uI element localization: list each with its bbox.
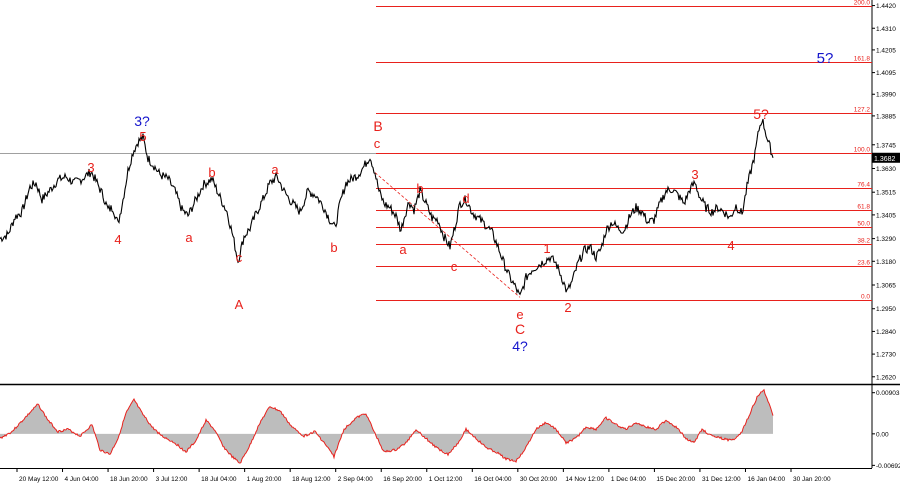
wave-label: a xyxy=(399,242,407,257)
wave-label: 4? xyxy=(512,338,528,354)
wave-labels: 3?5 3 4 a b c Aa b Bc a b c d eC4? 1 2 3 4 5? 5? xyxy=(87,50,833,354)
wave-label: A xyxy=(235,297,244,312)
time-tick-label: 16 Oct 04:00 xyxy=(474,476,512,483)
fib-level-label: 161.8 xyxy=(854,56,871,63)
time-tick-label: 1 Oct 12:00 xyxy=(429,476,463,483)
price-tick-label: 1.3515 xyxy=(876,190,896,197)
chart-frame xyxy=(0,0,900,469)
wave-label: a xyxy=(271,162,279,177)
price-tick-label: 1.3290 xyxy=(876,236,896,243)
oscillator-histogram xyxy=(0,390,773,464)
price-tick-label: 1.4310 xyxy=(876,26,896,33)
price-tick-label: 1.3180 xyxy=(876,259,896,266)
wave-label: 4 xyxy=(727,238,734,253)
fib-level-label: 38.2 xyxy=(857,238,870,245)
wave-label: 3 xyxy=(87,160,94,175)
wave-label: 3 xyxy=(691,167,698,182)
time-tick-label: 15 Dec 20:00 xyxy=(656,476,695,483)
wave-label: c xyxy=(451,259,458,274)
wave-label: b xyxy=(208,165,215,180)
price-tick-label: 1.4095 xyxy=(876,70,896,77)
oscillator-signal-line xyxy=(0,388,774,464)
time-tick-label: 18 Jun 20:00 xyxy=(110,476,148,483)
time-tick-label: 20 May 12:00 xyxy=(19,476,59,483)
price-tick-label: 1.3885 xyxy=(876,113,896,120)
time-tick-label: 18 Jul 04:00 xyxy=(201,476,237,483)
price-tick-label: 1.4205 xyxy=(876,47,896,54)
time-tick-label: 1 Aug 20:00 xyxy=(247,476,282,483)
wave-label: 5? xyxy=(753,106,769,122)
fib-level-label: 50.0 xyxy=(857,221,870,228)
wave-label: c xyxy=(374,136,381,151)
wave-label: a xyxy=(185,230,193,245)
price-series xyxy=(0,118,774,296)
wave-label: e xyxy=(516,307,523,322)
oscillator-tick-label: 0.00 xyxy=(876,431,889,438)
time-tick-label: 31 Dec 12:00 xyxy=(702,476,741,483)
price-tick-label: 1.4420 xyxy=(876,3,896,10)
time-tick-label: 18 Aug 12:00 xyxy=(292,476,331,483)
wave-label: c xyxy=(236,250,243,265)
fib-anchor-line xyxy=(374,172,521,298)
oscillator-tick-label: 0.00903 xyxy=(876,390,900,397)
wave-label: 5? xyxy=(817,50,834,67)
price-tick-label: 1.2950 xyxy=(876,306,896,313)
price-tick-label: 1.3630 xyxy=(876,166,896,173)
price-tick-label: 1.3990 xyxy=(876,92,896,99)
price-tick-label: 1.3745 xyxy=(876,142,896,149)
wave-label: b xyxy=(330,240,337,255)
oscillator-tick-label: -0.00692 xyxy=(876,463,900,470)
time-tick-label: 14 Nov 12:00 xyxy=(565,476,604,483)
fib-level-label: 61.8 xyxy=(857,204,870,211)
price-tick-label: 1.3405 xyxy=(876,212,896,219)
fib-level-label: 200.0 xyxy=(854,0,871,7)
last-price-badge xyxy=(872,152,900,163)
fibonacci-levels: 200.0 161.8 127.2 100.0 76.4 61.8 50.0 38.2 23.6… xyxy=(374,0,872,301)
price-tick-label: 1.2840 xyxy=(876,329,896,336)
time-axis: 20 May 12:00 4 Jun 04:00 18 Jun 20:00 3 Jul… xyxy=(16,468,831,483)
time-tick-label: 3 Jul 12:00 xyxy=(156,476,188,483)
time-tick-label: 30 Jan 20:00 xyxy=(793,476,831,483)
time-tick-label: 1 Dec 04:00 xyxy=(611,476,646,483)
fib-level-label: 127.2 xyxy=(854,107,871,114)
last-price-label: 1.3682 xyxy=(874,156,896,163)
price-tick-label: 1.2730 xyxy=(876,352,896,359)
wave-label: 3? xyxy=(134,113,150,129)
price-line xyxy=(0,118,774,296)
time-tick-label: 2 Sep 04:00 xyxy=(338,476,373,483)
price-axis: 1.4420 1.4310 1.4205 1.4095 1.3990 1.3885 1.37… xyxy=(872,3,900,381)
fib-level-label: 76.4 xyxy=(857,182,870,189)
oscillator-pane: 0.00903 0.00 -0.00692 xyxy=(0,388,900,470)
time-tick-label: 16 Jan 04:00 xyxy=(747,476,785,483)
wave-label: 2 xyxy=(564,300,571,315)
wave-label: B xyxy=(373,118,382,134)
wave-label: 5 xyxy=(139,129,146,144)
wave-label: d xyxy=(462,191,469,206)
wave-label: 1 xyxy=(543,241,550,256)
time-tick-label: 16 Sep 20:00 xyxy=(383,476,422,483)
wave-label: b xyxy=(416,181,423,196)
price-tick-label: 1.2620 xyxy=(876,374,896,381)
fib-level-label: 23.6 xyxy=(857,260,870,267)
wave-label: 4 xyxy=(114,232,121,247)
fib-level-label: 100.0 xyxy=(854,147,871,154)
wave-label: C xyxy=(515,321,525,337)
price-tick-label: 1.3065 xyxy=(876,283,896,290)
time-tick-label: 4 Jun 04:00 xyxy=(65,476,99,483)
time-tick-label: 30 Oct 20:00 xyxy=(520,476,558,483)
fib-level-label: 0.0 xyxy=(861,294,870,301)
